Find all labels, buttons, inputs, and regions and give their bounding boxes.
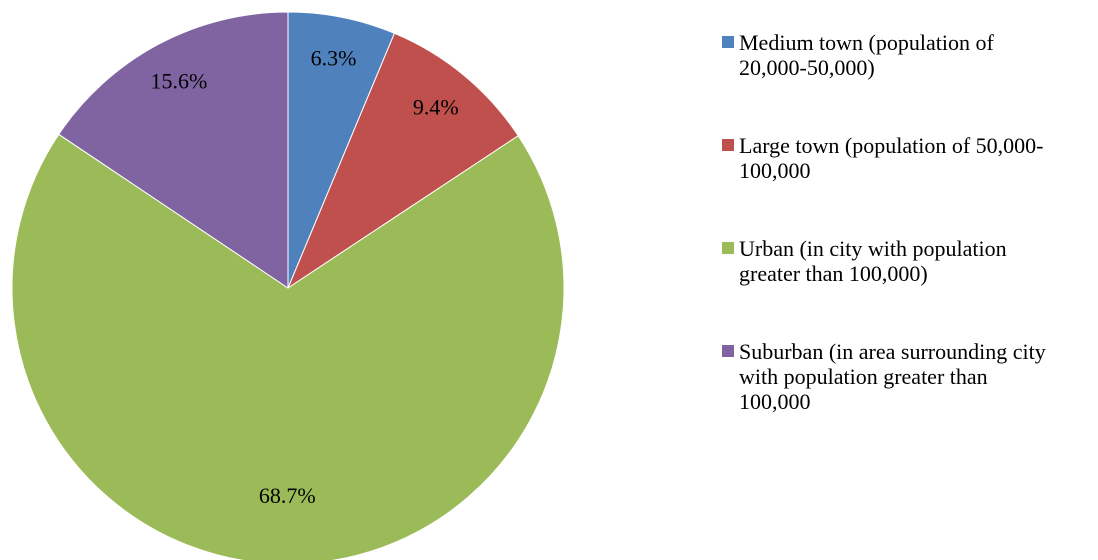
legend: Medium town (population of 20,000-50,000…	[722, 30, 1082, 442]
data-label: 15.6%	[150, 68, 207, 93]
pie-slice	[11, 133, 565, 560]
pie-slice	[58, 11, 289, 289]
legend-label: Suburban (in area surrounding city with …	[739, 339, 1046, 414]
legend-swatch	[722, 139, 734, 151]
legend-entry: Urban (in city with population greater t…	[722, 236, 1082, 339]
legend-entry: Large town (population of 50,000-100,000	[722, 133, 1082, 236]
legend-label: Urban (in city with population greater t…	[739, 236, 1007, 286]
data-label: 9.4%	[413, 94, 459, 119]
data-label: 6.3%	[311, 46, 357, 71]
chart: 6.3% 9.4% 68.7% 15.6%	[11, 11, 565, 560]
legend-swatch	[722, 36, 734, 48]
pie-slice	[286, 32, 519, 290]
legend-swatch	[722, 345, 734, 357]
legend-entry: Medium town (population of 20,000-50,000…	[722, 30, 1082, 133]
legend-swatch	[722, 242, 734, 254]
legend-label: Medium town (population of 20,000-50,000…	[739, 30, 994, 80]
data-label: 68.7%	[259, 483, 316, 508]
legend-label: Large town (population of 50,000-100,000	[739, 133, 1044, 183]
legend-entry: Suburban (in area surrounding city with …	[722, 339, 1082, 442]
